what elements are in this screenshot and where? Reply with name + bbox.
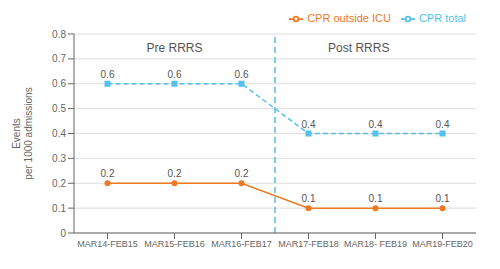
svg-text:0.1: 0.1 xyxy=(52,203,66,214)
svg-text:0.4: 0.4 xyxy=(302,119,316,130)
svg-text:MAR19-FEB20: MAR19-FEB20 xyxy=(412,239,473,249)
svg-text:Post RRRS: Post RRRS xyxy=(328,41,389,55)
html-text:CPR outside ICU: CPR outside ICU xyxy=(307,12,391,24)
svg-text:MAR14-FEB15: MAR14-FEB15 xyxy=(77,239,138,249)
svg-text:MAR18- FEB19: MAR18- FEB19 xyxy=(344,239,407,249)
svg-text:0.6: 0.6 xyxy=(52,78,66,89)
svg-text:0.4: 0.4 xyxy=(369,119,383,130)
svg-text:0.6: 0.6 xyxy=(101,69,115,80)
svg-text:0.6: 0.6 xyxy=(168,69,182,80)
svg-text:0: 0 xyxy=(60,228,66,239)
svg-text:0.2: 0.2 xyxy=(235,168,249,179)
svg-text:Eventsper 1000 admissions: Eventsper 1000 admissions xyxy=(11,87,34,179)
svg-text:MAR17-FEB18: MAR17-FEB18 xyxy=(278,239,339,249)
svg-text:0.1: 0.1 xyxy=(436,193,450,204)
html-text:CPR total: CPR total xyxy=(418,12,466,24)
svg-text:0.2: 0.2 xyxy=(168,168,182,179)
svg-text:0.7: 0.7 xyxy=(52,53,66,64)
svg-text:0.2: 0.2 xyxy=(101,168,115,179)
svg-text:Pre RRRS: Pre RRRS xyxy=(146,41,202,55)
svg-text:0.1: 0.1 xyxy=(302,193,316,204)
svg-text:MAR15-FEB16: MAR15-FEB16 xyxy=(144,239,205,249)
svg-text:0.8: 0.8 xyxy=(52,29,66,40)
svg-text:MAR16-FEB17: MAR16-FEB17 xyxy=(211,239,272,249)
svg-text:0.1: 0.1 xyxy=(369,193,383,204)
svg-text:0.6: 0.6 xyxy=(235,69,249,80)
svg-text:0.3: 0.3 xyxy=(52,153,66,164)
svg-text:0.4: 0.4 xyxy=(52,128,66,139)
svg-text:0.2: 0.2 xyxy=(52,178,66,189)
svg-text:0.5: 0.5 xyxy=(52,103,66,114)
svg-text:0.4: 0.4 xyxy=(436,119,450,130)
